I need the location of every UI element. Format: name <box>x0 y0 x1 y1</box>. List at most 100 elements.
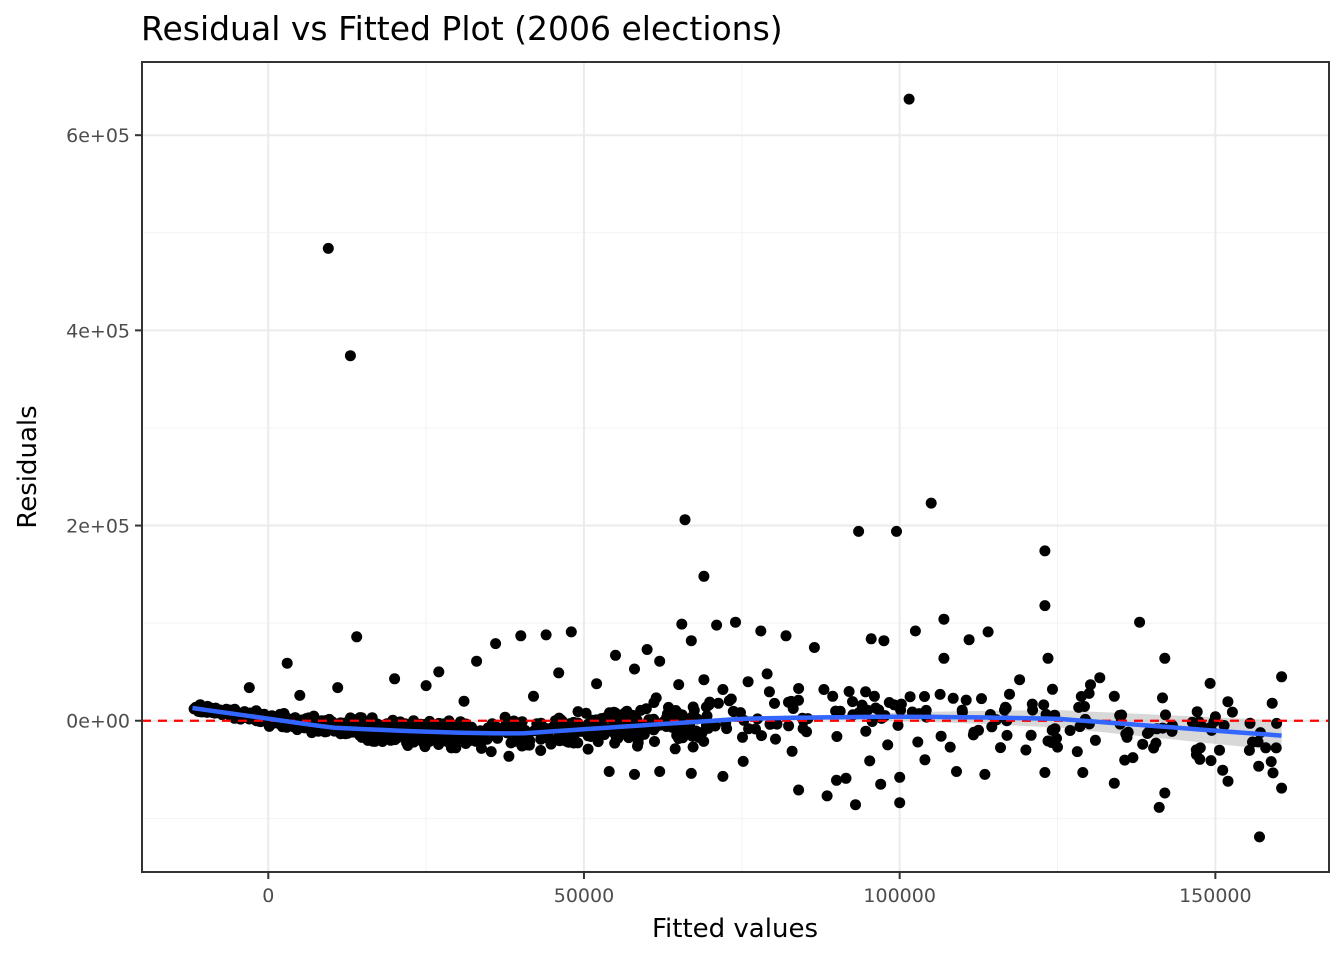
data-point <box>1157 692 1168 704</box>
data-point <box>1266 697 1278 709</box>
data-point <box>693 731 705 743</box>
data-point <box>685 723 696 735</box>
data-point <box>717 684 729 695</box>
data-point <box>843 686 855 697</box>
y-tick-label: 0e+00 <box>66 711 130 733</box>
data-point <box>882 739 894 751</box>
x-tick-label: 150000 <box>1179 885 1252 907</box>
data-point <box>1038 699 1050 711</box>
data-point <box>582 743 594 755</box>
data-point <box>640 703 652 715</box>
data-point <box>973 724 984 736</box>
data-point <box>688 704 700 716</box>
x-axis-ticks: 0 50000 100000 150000 <box>262 872 1252 907</box>
data-point <box>701 710 713 722</box>
data-point <box>783 696 794 708</box>
data-point <box>1108 690 1120 702</box>
data-point <box>1159 787 1171 799</box>
data-point <box>711 619 723 631</box>
data-point <box>793 784 805 796</box>
chart-title: Residual vs Fitted Plot (2006 elections) <box>141 9 783 48</box>
data-point <box>786 745 798 757</box>
data-point <box>351 631 363 643</box>
y-tick-label: 6e+05 <box>66 125 130 147</box>
data-point <box>956 704 968 716</box>
data-point <box>1020 744 1032 756</box>
data-point <box>546 737 558 749</box>
data-point <box>903 93 915 105</box>
data-point <box>419 741 431 753</box>
data-point <box>960 694 972 706</box>
data-point <box>1270 742 1282 754</box>
data-point <box>999 704 1010 716</box>
data-point <box>1244 717 1256 729</box>
data-point <box>1226 706 1238 718</box>
data-point <box>919 754 931 766</box>
data-point <box>1218 720 1230 731</box>
data-point <box>535 745 547 756</box>
data-point <box>1260 742 1272 754</box>
data-point <box>1186 716 1198 728</box>
data-point <box>1014 674 1026 686</box>
data-point <box>509 720 521 732</box>
data-point <box>934 688 946 700</box>
data-point <box>565 626 577 638</box>
data-point <box>687 741 699 753</box>
data-point <box>1205 755 1217 767</box>
data-point <box>821 790 833 802</box>
data-point <box>947 692 959 704</box>
data-point <box>860 725 872 737</box>
data-point <box>834 705 846 717</box>
x-tick-label: 0 <box>262 885 274 907</box>
data-point <box>725 693 737 705</box>
data-point <box>730 616 741 628</box>
x-axis-title: Fitted values <box>652 914 818 944</box>
plot-border <box>141 61 1330 873</box>
data-point <box>995 742 1006 754</box>
data-point <box>679 514 691 526</box>
data-point <box>818 684 830 695</box>
data-point <box>831 774 842 786</box>
data-point <box>717 770 729 782</box>
data-point <box>344 350 356 362</box>
data-point <box>1222 696 1234 708</box>
data-point <box>1121 731 1133 743</box>
data-point <box>925 497 937 509</box>
data-point <box>1214 744 1225 756</box>
data-point <box>389 673 401 685</box>
data-point <box>580 707 592 719</box>
data-point <box>1252 736 1264 748</box>
data-point <box>1046 724 1058 736</box>
data-point <box>840 772 852 784</box>
x-tick-label: 50000 <box>554 885 614 907</box>
data-point <box>648 697 660 708</box>
data-point <box>591 678 603 690</box>
data-point <box>808 642 820 653</box>
y-tick-label: 2e+05 <box>66 516 130 538</box>
data-point <box>1194 742 1206 754</box>
data-point <box>892 719 904 731</box>
data-point <box>1001 729 1013 741</box>
data-point <box>868 690 880 702</box>
data-point <box>780 630 792 642</box>
data-point <box>727 705 739 717</box>
data-point <box>1141 728 1153 739</box>
data-point <box>1074 721 1086 733</box>
data-point <box>944 741 956 753</box>
data-point <box>630 731 642 743</box>
data-point <box>1253 760 1265 772</box>
data-point <box>909 625 921 637</box>
data-point <box>433 666 445 678</box>
data-point <box>1267 767 1279 779</box>
data-point <box>387 731 399 743</box>
data-point <box>1119 754 1131 766</box>
data-point <box>703 699 715 711</box>
data-point <box>875 778 887 790</box>
data-point <box>490 638 502 650</box>
smooth-curve <box>192 705 1282 738</box>
data-point <box>709 720 721 732</box>
data-point <box>685 767 697 779</box>
data-point <box>920 704 932 716</box>
data-point <box>662 709 674 721</box>
data-point <box>827 690 839 702</box>
